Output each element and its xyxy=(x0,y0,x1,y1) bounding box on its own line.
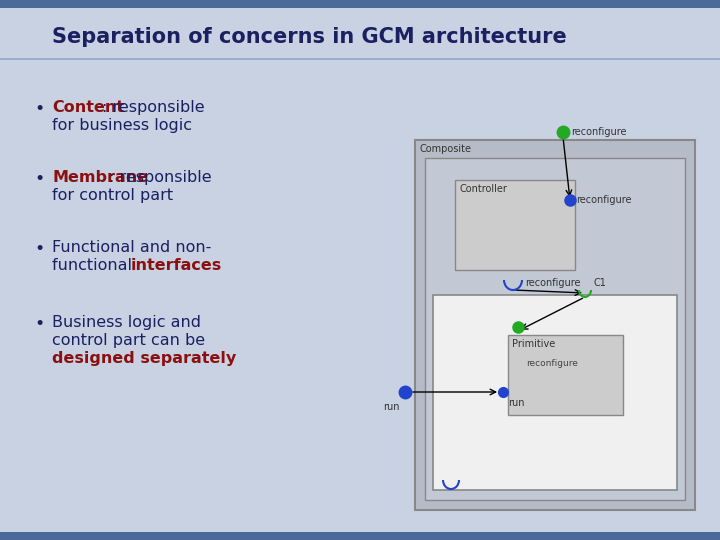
Text: interfaces: interfaces xyxy=(130,258,222,273)
Text: reconfigure: reconfigure xyxy=(526,359,578,368)
Text: reconfigure: reconfigure xyxy=(576,195,631,205)
Text: designed separately: designed separately xyxy=(52,351,236,366)
Bar xyxy=(0,0,720,8)
Text: reconfigure: reconfigure xyxy=(571,127,626,137)
Text: C1: C1 xyxy=(593,278,606,288)
Text: Content: Content xyxy=(52,100,124,115)
Text: for control part: for control part xyxy=(52,188,173,203)
Text: functional: functional xyxy=(52,258,137,273)
Bar xyxy=(0,58,720,60)
Text: Primitive: Primitive xyxy=(512,339,555,349)
FancyBboxPatch shape xyxy=(433,295,677,490)
FancyBboxPatch shape xyxy=(415,140,695,510)
Text: run: run xyxy=(384,402,400,412)
Text: Membrane: Membrane xyxy=(52,170,148,185)
Text: •: • xyxy=(34,315,44,333)
Bar xyxy=(0,532,720,540)
FancyBboxPatch shape xyxy=(508,335,623,415)
Text: : responsible: : responsible xyxy=(102,100,204,115)
FancyBboxPatch shape xyxy=(455,180,575,270)
Text: : responsible: : responsible xyxy=(109,170,212,185)
Text: Composite: Composite xyxy=(419,144,471,154)
Text: reconfigure: reconfigure xyxy=(525,278,580,288)
Text: run: run xyxy=(508,398,524,408)
Text: Controller: Controller xyxy=(459,184,507,194)
Text: Separation of concerns in GCM architecture: Separation of concerns in GCM architectu… xyxy=(52,27,567,47)
Bar xyxy=(0,8,720,60)
Text: •: • xyxy=(34,240,44,258)
Text: •: • xyxy=(34,100,44,118)
Text: Business logic and: Business logic and xyxy=(52,315,201,330)
Text: control part can be: control part can be xyxy=(52,333,205,348)
Text: Functional and non-: Functional and non- xyxy=(52,240,212,255)
Text: for business logic: for business logic xyxy=(52,118,192,133)
Text: •: • xyxy=(34,170,44,188)
FancyBboxPatch shape xyxy=(425,158,685,500)
